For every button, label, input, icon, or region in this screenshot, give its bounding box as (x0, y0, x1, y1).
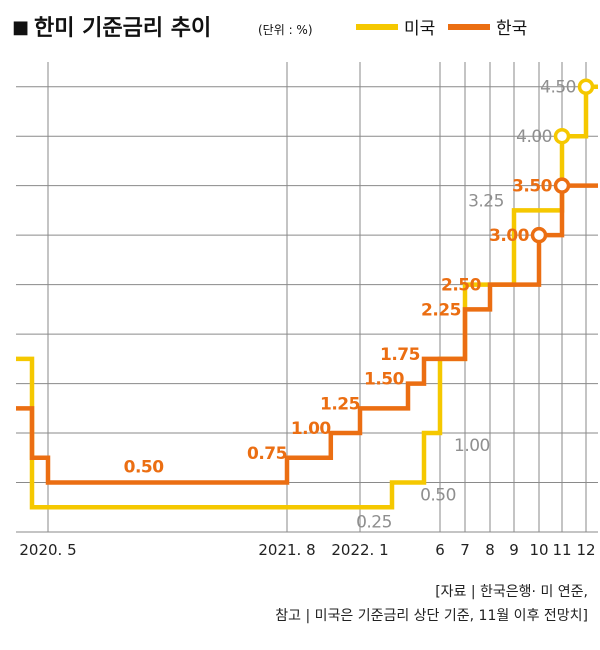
data-label-us: 0.25 (356, 512, 392, 532)
x-tick-label: 2022. 1 (331, 541, 388, 559)
data-label-kr: 2.25 (421, 300, 461, 320)
chart-title: 한미 기준금리 추이 (34, 16, 211, 41)
data-label-kr: 0.50 (124, 458, 165, 478)
data-label-us: 3.25 (468, 191, 504, 211)
data-label-us: 1.00 (454, 436, 490, 456)
data-label-kr: 1.50 (364, 370, 405, 390)
data-marker-us (577, 78, 595, 95)
data-label-kr: 3.50 (512, 177, 553, 197)
series-lines (16, 84, 598, 510)
legend-us-label: 미국 (404, 19, 435, 39)
chart-unit: (단위 : %) (258, 23, 313, 37)
data-label-us: 0.50 (420, 486, 456, 506)
x-tick-label: 2020. 5 (19, 541, 76, 559)
x-tick-label: 10 (529, 541, 548, 559)
data-marker-us (553, 127, 571, 145)
x-tick-label: 2021. 8 (258, 541, 315, 559)
x-tick-label: 9 (509, 541, 519, 559)
legend-kr-label: 한국 (496, 19, 527, 39)
data-label-kr: 2.50 (441, 276, 482, 296)
data-label-kr: 0.75 (247, 444, 287, 464)
x-tick-label: 7 (460, 541, 470, 559)
x-axis-ticks: 2020. 5 2021. 8 2022. 1 6 7 8 9 10 11 12 (19, 541, 595, 559)
data-label-us: 4.50 (540, 78, 576, 98)
source-line-2: 참고 | 미국은 기준금리 상단 기준, 11월 이후 전망치] (275, 608, 588, 624)
source-line-1: [자료 | 한국은행· 미 연준, (435, 584, 588, 600)
series-line-kr (16, 183, 598, 485)
data-marker-kr (553, 177, 571, 194)
data-label-kr: 1.75 (380, 345, 420, 365)
data-labels: 0.250.501.003.254.004.500.500.751.001.25… (124, 78, 577, 533)
data-label-kr: 3.00 (489, 226, 530, 246)
data-marker-kr (530, 226, 548, 244)
series-markers (530, 78, 595, 244)
title-bullet: ■ (12, 17, 29, 38)
data-label-us: 4.00 (516, 127, 552, 147)
data-label-kr: 1.00 (291, 419, 332, 439)
x-tick-label: 12 (576, 541, 595, 559)
data-label-kr: 1.25 (320, 394, 360, 414)
x-tick-label: 8 (485, 541, 495, 559)
series-line-us (16, 84, 598, 510)
x-tick-label: 6 (435, 541, 445, 559)
x-tick-label: 11 (552, 541, 571, 559)
grid (16, 62, 598, 533)
